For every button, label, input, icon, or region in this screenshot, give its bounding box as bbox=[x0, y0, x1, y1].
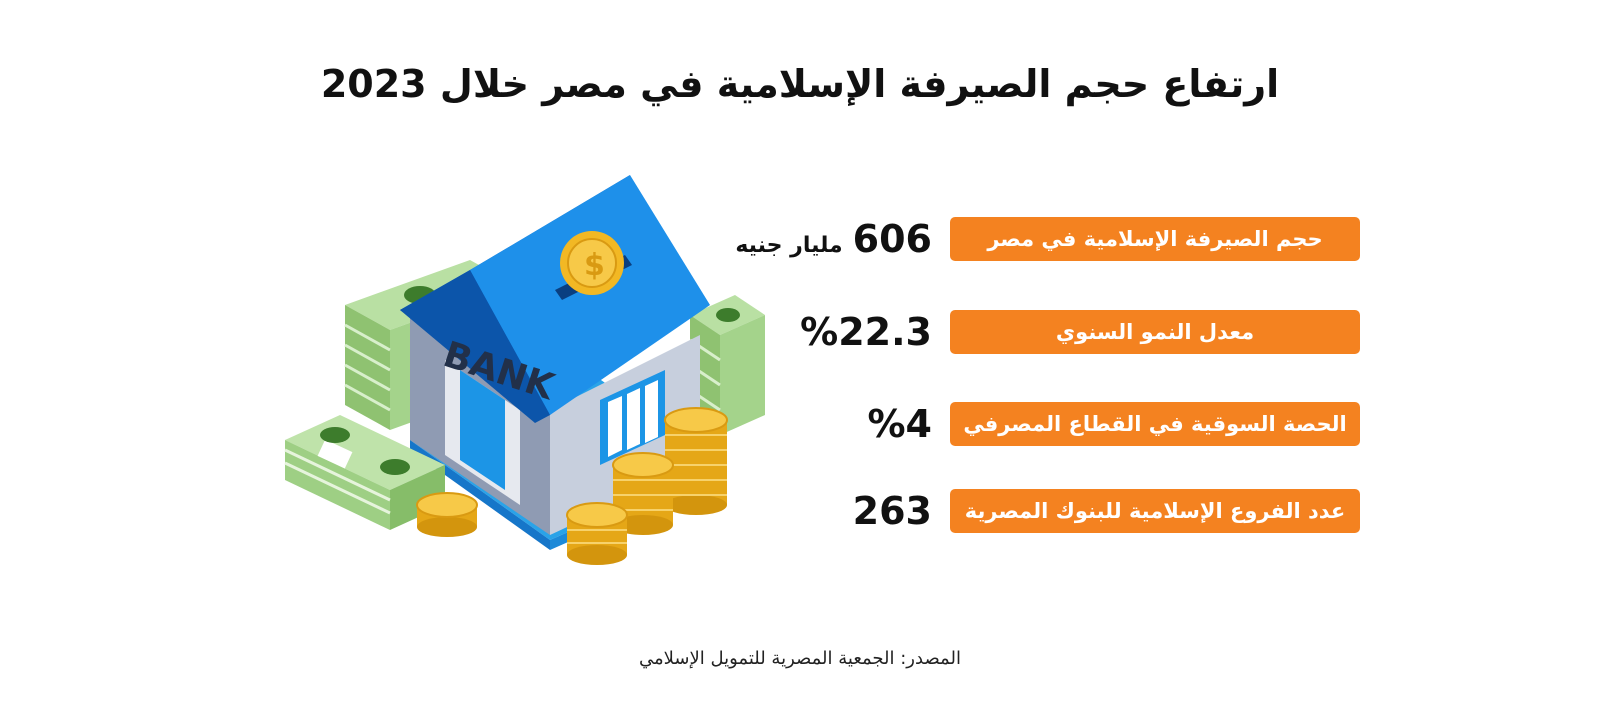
source-note: المصدر: الجمعية المصرية للتمويل الإسلامي bbox=[639, 648, 961, 669]
stat-value: 606 مليار جنيه bbox=[700, 213, 932, 265]
stat-row-volume: حجم الصيرفة الإسلامية في مصر 606 مليار جن… bbox=[700, 217, 1360, 261]
stat-number: %22.3 bbox=[800, 310, 932, 354]
stat-unit: مليار جنيه bbox=[735, 233, 843, 258]
coin-stack-mid-icon bbox=[612, 452, 674, 535]
stat-row-branches: عدد الفروع الإسلامية للبنوك المصرية 263 bbox=[700, 489, 1360, 533]
money-stack-right-icon bbox=[689, 295, 765, 435]
stat-value: 263 bbox=[700, 485, 932, 537]
infographic-title: ارتفاع حجم الصيرفة الإسلامية في مصر خلال… bbox=[320, 62, 1280, 106]
stat-label: معدل النمو السنوي bbox=[950, 310, 1360, 354]
stat-row-growth: معدل النمو السنوي %22.3 bbox=[700, 310, 1360, 354]
coin-stack-short-icon bbox=[566, 502, 628, 565]
money-stack-front-icon bbox=[284, 415, 445, 530]
bank-building-icon: BANK bbox=[400, 175, 710, 535]
coin-stack-tall-icon bbox=[664, 407, 728, 515]
stat-label: حجم الصيرفة الإسلامية في مصر bbox=[950, 217, 1360, 261]
stat-label: عدد الفروع الإسلامية للبنوك المصرية bbox=[950, 489, 1360, 533]
stat-number: 606 bbox=[852, 217, 932, 261]
coin-slot-icon: $ bbox=[560, 231, 624, 295]
stat-value: %4 bbox=[700, 398, 932, 450]
stat-value: %22.3 bbox=[700, 306, 932, 358]
bank-illustration: BANK $ bbox=[284, 175, 765, 565]
svg-text:$: $ bbox=[584, 248, 605, 283]
stat-number: %4 bbox=[867, 402, 932, 446]
coin-single-icon bbox=[416, 492, 478, 537]
stat-label: الحصة السوقية في القطاع المصرفي bbox=[950, 402, 1360, 446]
stat-row-market-share: الحصة السوقية في القطاع المصرفي %4 bbox=[700, 402, 1360, 446]
stat-number: 263 bbox=[852, 489, 932, 533]
